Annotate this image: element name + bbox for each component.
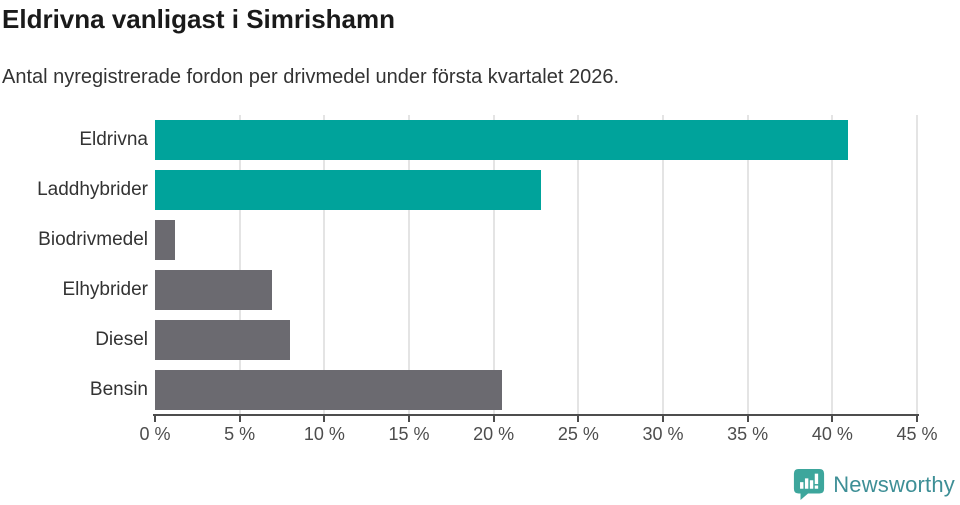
x-axis-tick-label: 45 % — [896, 424, 938, 444]
x-axis-tick-label: 30 % — [642, 424, 684, 444]
category-label: Eldrivna — [79, 129, 148, 150]
bar-rows — [155, 115, 917, 415]
x-axis-tick — [916, 416, 918, 422]
bar-biodrivmedel — [155, 220, 176, 260]
bar-row — [155, 215, 917, 265]
chart-title: Eldrivna vanligast i Simrishamn — [2, 4, 396, 34]
x-axis-line — [153, 414, 919, 416]
x-axis-tick — [154, 416, 156, 422]
gridline — [662, 115, 664, 415]
category-label: Diesel — [95, 329, 148, 350]
newsworthy-branding: Newsworthy — [792, 468, 955, 501]
x-axis-tick — [746, 416, 749, 422]
bar-row — [155, 265, 917, 315]
newsworthy-logo-icon — [794, 468, 825, 501]
x-axis-tick-label: 0 % — [139, 424, 171, 444]
gridline — [746, 115, 749, 415]
gridline — [577, 115, 580, 415]
bar-elhybrider — [155, 270, 272, 310]
category-label: Biodrivmedel — [38, 229, 148, 250]
bar-eldrivna — [155, 120, 848, 160]
x-axis-tick — [662, 416, 664, 422]
gridline — [238, 115, 241, 415]
x-axis-tick-label: 5 % — [224, 424, 256, 444]
x-axis-tick-label: 25 % — [557, 424, 599, 444]
x-axis-tick — [831, 416, 834, 422]
x-axis-tick-label: 35 % — [727, 424, 769, 444]
x-axis-tick — [323, 416, 326, 422]
x-axis-tick — [408, 416, 410, 422]
x-axis-tick — [577, 416, 580, 422]
gridline — [323, 115, 326, 415]
bar-row — [155, 115, 917, 165]
gridline — [408, 115, 410, 415]
bar-bensin — [155, 370, 503, 410]
x-axis-tick-label: 40 % — [811, 424, 853, 444]
bar-row — [155, 165, 917, 215]
gridline — [831, 115, 834, 415]
x-axis-tick-label: 20 % — [473, 424, 515, 444]
bar-chart-plot-area: Eldrivna Laddhybrider Biodrivmedel Elhybrid… — [37, 115, 918, 415]
bar-row — [155, 365, 917, 415]
gridline — [916, 115, 918, 415]
x-axis-tick-label: 15 % — [388, 424, 430, 444]
x-axis-tick — [492, 416, 495, 422]
category-label: Laddhybrider — [37, 179, 148, 200]
chart-subtitle: Antal nyregistrerade fordon per drivmede… — [2, 66, 620, 88]
x-axis-tick-label: 10 % — [303, 424, 345, 444]
gridline — [492, 115, 495, 415]
x-axis-tick — [238, 416, 241, 422]
bar-row — [155, 315, 917, 365]
bar-diesel — [155, 320, 291, 360]
bar-laddhybrider — [155, 170, 542, 210]
category-label: Bensin — [89, 379, 148, 400]
category-label: Elhybrider — [62, 279, 148, 300]
newsworthy-logo-text: Newsworthy — [833, 471, 955, 497]
